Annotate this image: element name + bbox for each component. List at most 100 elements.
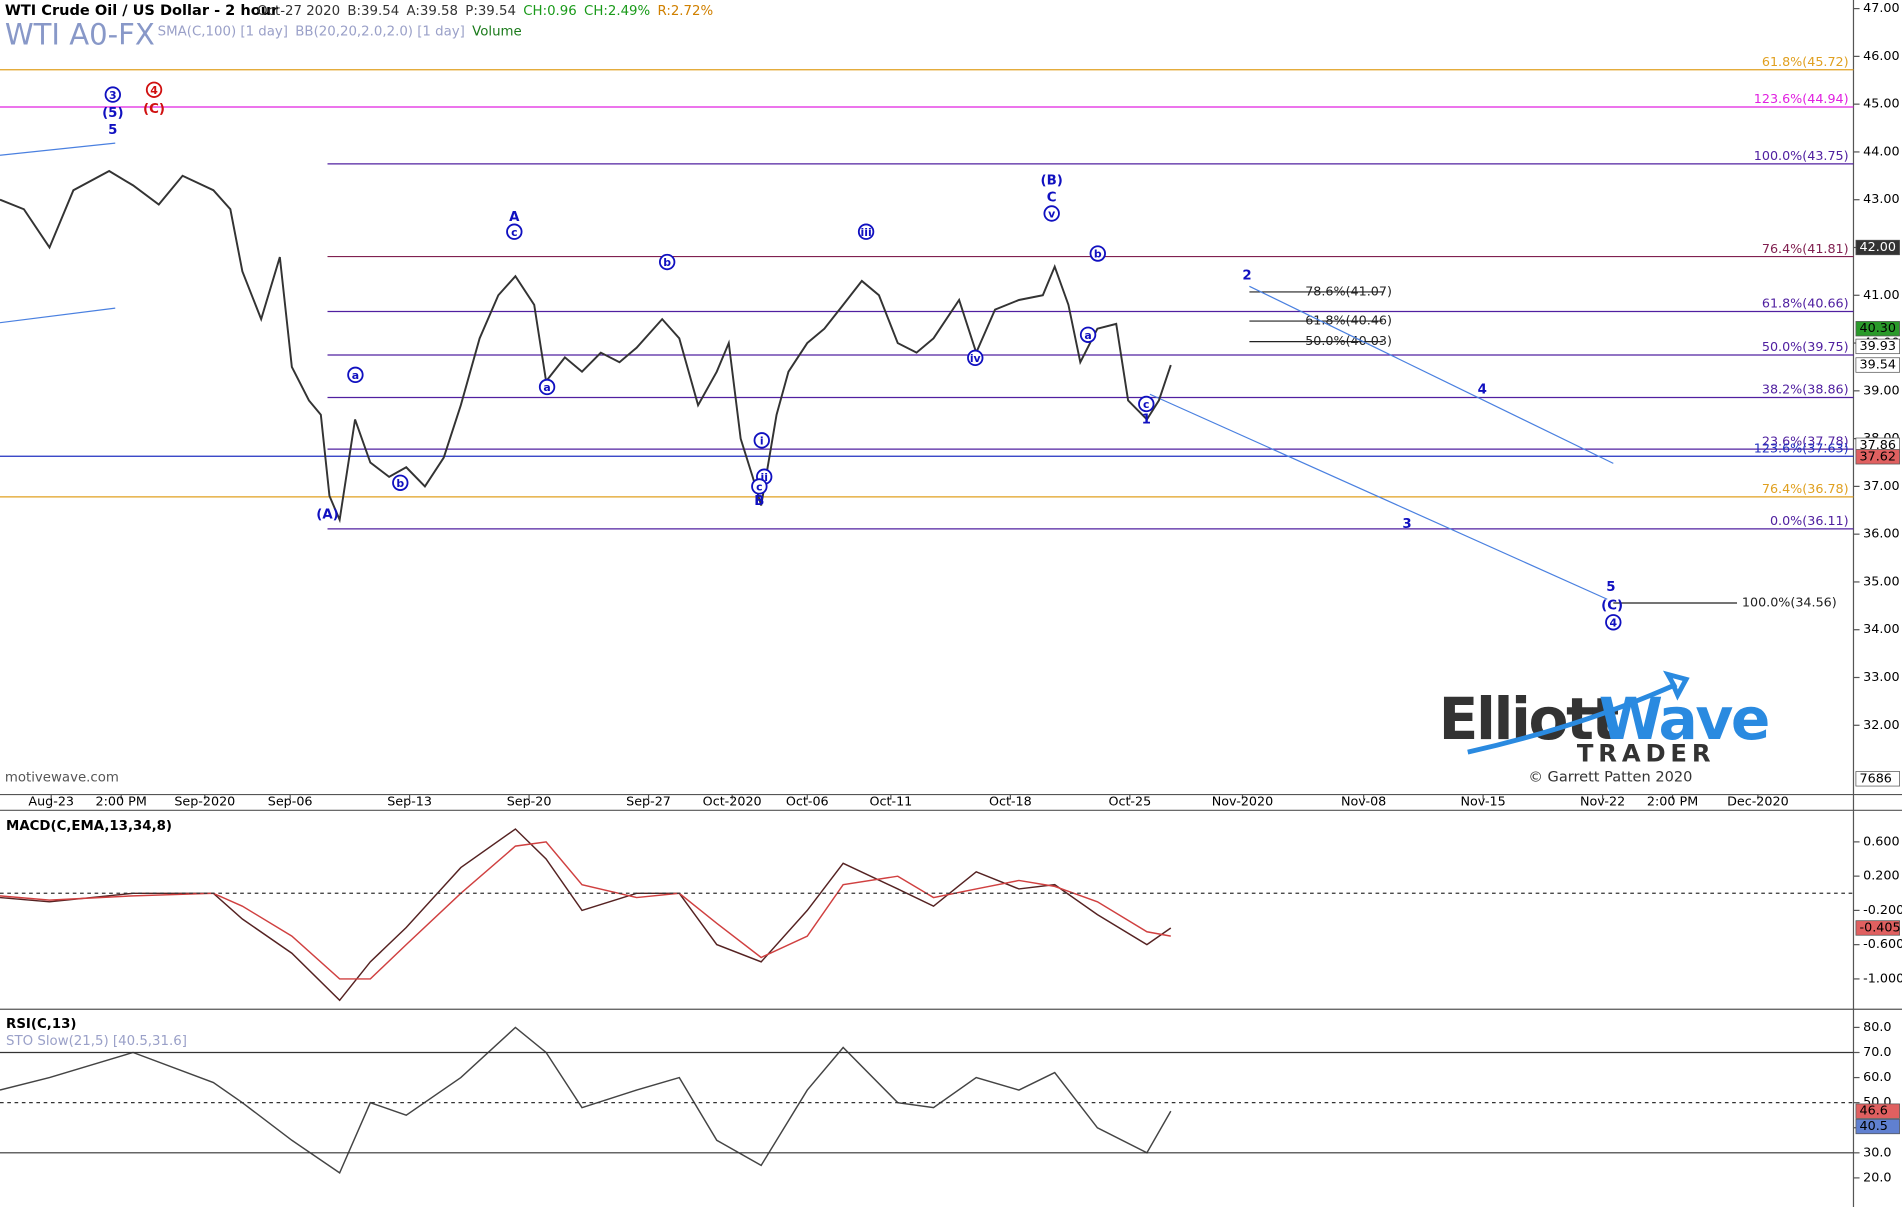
y-tick-label: 80.0: [1863, 1020, 1891, 1035]
rsi-subtitle: STO Slow(21,5) [40.5,31.6]: [6, 1034, 187, 1049]
y-tick-label: 0.600: [1863, 834, 1899, 849]
wave-circle: [1089, 245, 1106, 262]
wave-circle: [857, 223, 875, 240]
price-tag: [1855, 920, 1900, 936]
x-tick-label: Nov-15: [1460, 794, 1505, 809]
price-tag-label: 40.5: [1860, 1119, 1888, 1134]
wave-label: A: [509, 210, 520, 225]
projection-path: [1149, 393, 1608, 600]
x-tick-label: Sep-13: [387, 794, 432, 809]
wave-label: 4: [1610, 617, 1618, 630]
wave-label: (C): [1601, 598, 1623, 613]
fib-label: 76.4%(41.81): [1762, 242, 1849, 257]
fib-label: 100.0%(43.75): [1754, 149, 1849, 164]
price-tag-label: 46.6: [1860, 1104, 1888, 1119]
wave-label: b: [663, 256, 671, 269]
chart-title: WTI Crude Oil / US Dollar - 2 hour: [5, 2, 279, 19]
y-tick-label: 39.00: [1863, 383, 1899, 398]
price-tag: [1855, 449, 1900, 465]
macd-title: MACD(C,EMA,13,34,8): [6, 819, 172, 834]
wave-circle: [967, 349, 984, 367]
x-tick-label: Aug-23: [28, 794, 74, 809]
wave-label: b: [1094, 248, 1102, 261]
projection-label: 78.6%(41.07): [1305, 284, 1392, 299]
rsi-title: RSI(C,13): [6, 1017, 76, 1032]
quote-item: A:39.58: [406, 4, 458, 19]
y-tick-label: 20.0: [1863, 1170, 1891, 1185]
wave-label: a: [1084, 329, 1091, 342]
x-tick-label: Oct-06: [786, 794, 829, 809]
wave-label: 3: [109, 89, 117, 102]
x-tick-label: 2:00 PM: [1647, 794, 1698, 809]
quote-item: Oct-27 2020: [257, 4, 340, 19]
wave-label: 3: [1402, 517, 1411, 532]
y-tick-label: 37.00: [1863, 479, 1899, 494]
price-tag: [1855, 338, 1900, 355]
wave-circle: [1138, 395, 1155, 413]
wave-circle: [751, 478, 768, 495]
y-tick-label: 35.00: [1863, 574, 1899, 589]
volume-tag-label: 7686: [1860, 771, 1892, 786]
y-tick-label: 44.00: [1863, 144, 1899, 159]
projection-path: [1249, 285, 1614, 464]
y-tick-label: 70.0: [1863, 1045, 1891, 1060]
indicator-legend: SMA(C,100) [1 day]: [158, 25, 288, 40]
price-tag-label: 39.93: [1860, 339, 1896, 354]
wave-circle: [506, 223, 523, 240]
series-line: [0, 1026, 1172, 1175]
wave-label: iv: [970, 352, 981, 365]
wave-circle: [538, 378, 556, 396]
wave-label: a: [543, 381, 550, 394]
wave-label: (5): [102, 106, 123, 121]
projection-path: [0, 307, 116, 324]
wave-label: 5: [108, 123, 117, 138]
price-tag-label: 37.86: [1860, 438, 1896, 453]
volume-tag: [1855, 771, 1900, 787]
wave-label: iii: [860, 226, 871, 239]
y-tick-label: 45.00: [1863, 97, 1899, 112]
projection-label: 61.8%(40.46): [1305, 314, 1392, 329]
wave-circle: [753, 432, 770, 449]
fib-label: 0.0%(36.11): [1770, 514, 1849, 529]
x-tick-label: Oct-2020: [703, 794, 762, 809]
wave-circle: [1079, 326, 1097, 343]
price-tag-label: 39.54: [1860, 358, 1896, 373]
x-tick-label: Oct-25: [1108, 794, 1151, 809]
wave-label: 4: [1478, 382, 1487, 397]
price-tag: [1855, 1118, 1900, 1135]
y-tick-label: 36.00: [1863, 527, 1899, 542]
wave-label: B: [754, 494, 764, 509]
projection-label: 100.0%(34.56): [1742, 595, 1837, 610]
x-tick-label: 2:00 PM: [96, 794, 147, 809]
price-tag-label: 42.00: [1860, 240, 1896, 255]
fib-label: 123.6%(44.94): [1754, 92, 1849, 107]
fib-label: 38.2%(38.86): [1762, 383, 1849, 398]
logo-text: TRADER: [1577, 739, 1715, 768]
y-tick-label: 60.0: [1863, 1070, 1891, 1085]
y-tick-label: -0.200: [1863, 903, 1902, 918]
wave-circle: [1605, 614, 1622, 631]
wave-label: 4: [150, 84, 158, 97]
wave-circle: [104, 86, 121, 103]
wave-label: a: [352, 369, 359, 382]
wave-label: (C): [143, 102, 165, 117]
wave-label: (A): [316, 507, 338, 522]
quote-item: R:2.72%: [657, 4, 713, 19]
y-tick-label: -0.600: [1863, 937, 1902, 952]
logo: Elliott Wave TRADER © Garrett Patten 202…: [1439, 670, 1770, 786]
wave-label: 2: [1242, 268, 1251, 283]
source: motivewave.com: [5, 771, 119, 786]
wave-circle: [392, 474, 409, 491]
x-tick-label: Nov-22: [1580, 794, 1625, 809]
x-tick-label: Sep-27: [626, 794, 671, 809]
price-tag: [1855, 357, 1900, 373]
fib-label: 50.0%(39.75): [1762, 340, 1849, 355]
price-tag: [1855, 321, 1900, 337]
x-tick-label: Sep-2020: [174, 794, 235, 809]
y-tick-label: 34.00: [1863, 622, 1899, 637]
y-tick-label: 33.00: [1863, 670, 1899, 685]
wave-label: 1: [1142, 413, 1151, 428]
y-tick-label: 46.00: [1863, 49, 1899, 64]
